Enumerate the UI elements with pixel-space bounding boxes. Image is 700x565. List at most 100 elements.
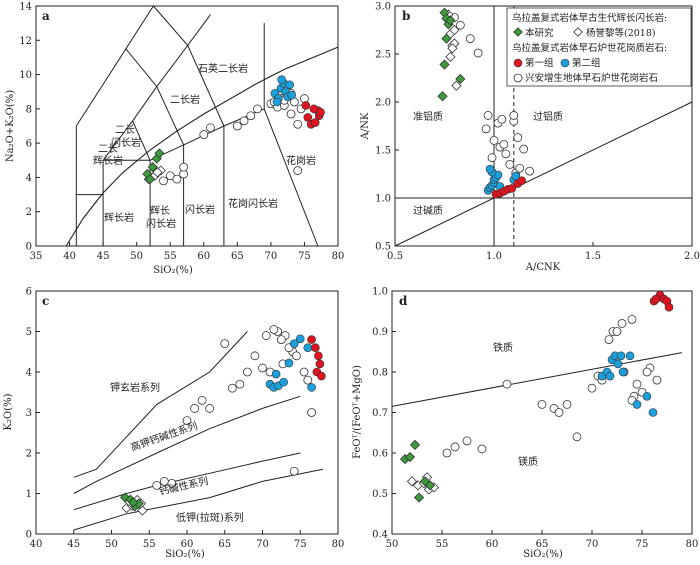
panel-c-point-group2: [303, 343, 313, 353]
panel-b-point-xingan: [465, 34, 475, 44]
panel-b-ytick-label: 3.0: [375, 2, 391, 13]
panel-d-point-group1: [651, 294, 661, 304]
panel-d-ylabel: FeOᵀ/(FeOᵀ+MgO): [352, 365, 363, 459]
panel-d-marks: [399, 290, 674, 503]
panel-b-point-xingan: [481, 124, 491, 134]
alkaline-subalkaline-curve: [65, 46, 339, 247]
panel-b-ytick-label: 1.0: [375, 194, 391, 205]
panel-b-ytick-label: 0.5: [375, 242, 391, 253]
panel-a-point-xingan: [253, 104, 262, 114]
panel-d-point-group2: [613, 359, 623, 369]
panel-d-frame: [391, 290, 693, 535]
field-monzonite: 二长岩: [170, 93, 200, 106]
panel-a-ytick-label: 4: [26, 173, 32, 184]
panel-a-xtick-label: 40: [63, 251, 76, 262]
panel-a-xtick-label: 50: [130, 251, 143, 262]
panel-c-ytick-label: 2: [26, 449, 32, 460]
panel-b-point-xingan: [497, 114, 507, 124]
panel-c-point-xingan: [307, 408, 316, 417]
panel-a-label: a: [42, 9, 50, 23]
field-gabbrodiorite-2: 闪长岩: [146, 217, 176, 230]
panel-d-point-xingan: [537, 399, 547, 409]
panel-d-xtick-label: 80: [686, 539, 699, 550]
panel-c-point-group2: [295, 334, 305, 344]
field-diorite: 闪长岩: [185, 203, 215, 216]
tas-boundary-line: [125, 48, 185, 246]
panel-b-point-ben: [437, 91, 448, 102]
panel-d-xlabel: SiO₂(%): [523, 549, 563, 560]
panel-b-point-xingan: [473, 48, 483, 58]
panel-d: 50 55 60 65 70 75 80 0.4 0.5 0.6 0.7 0.8 0.9 1.0 d 铁质…: [352, 287, 698, 561]
panel-c-point-xingan: [289, 466, 299, 476]
panel-b-ticks: 0.5 1.0 1.5 2.0 0.5 1.0 1.5 2.0 2.5 3.0: [375, 2, 700, 263]
panel-b-point-yang: [449, 24, 460, 36]
legend-ben-marker: [513, 27, 523, 37]
field-quartz-monzonite: 石英二长岩: [198, 62, 248, 75]
panel-c-point-xingan: [250, 351, 260, 361]
panel-a-ytick-label: 2: [26, 207, 32, 218]
panel-c-point-xingan: [261, 331, 271, 340]
field-high-k-calc-alkaline: 高钾钙碱性系列: [129, 419, 199, 454]
panel-c-xtick-label: 75: [294, 539, 307, 550]
field-metaluminous: 准铝质: [413, 111, 443, 123]
panel-c-point-xingan: [227, 383, 237, 393]
panel-d-point-xingan: [652, 375, 662, 385]
field-monzodiorite-2: 闪长岩: [111, 136, 141, 149]
panel-d-point-xingan: [627, 314, 637, 324]
panel-b-frame: [394, 5, 693, 247]
panel-c-xtick-label: 70: [256, 539, 269, 550]
panel-a-point-xingan: [159, 176, 168, 186]
panel-c-xtick-label: 60: [181, 539, 194, 550]
panel-c-xtick-label: 45: [67, 539, 80, 550]
panel-a-point-xingan: [293, 166, 303, 175]
low-k-boundary: [73, 468, 323, 531]
panel-a-point-group2: [272, 97, 282, 107]
panel-b-point-group1: [517, 176, 527, 186]
panel-d-point-ben: [424, 480, 436, 491]
panel-a-xlabel: SiO₂(%): [153, 265, 193, 276]
panel-d-point-xingan: [587, 383, 597, 393]
panel-b: 0.5 1.0 1.5 2.0 0.5 1.0 1.5 2.0 2.5 3.0 b 准铝质 过铝质…: [360, 2, 700, 274]
panel-b-ylabel: A/NK: [360, 112, 371, 140]
panel-d-ytick-label: 0.4: [372, 530, 388, 541]
panel-a-ytick-label: 6: [26, 139, 32, 150]
panel-b-ytick-label: 2.5: [375, 50, 391, 61]
panel-a-tas-field-lines: [65, 5, 339, 247]
tas-boundary-line: [75, 5, 154, 195]
panel-a-ytick-label: 8: [26, 104, 32, 115]
equal-ratio-line: [394, 101, 693, 247]
calc-alkaline-boundary: [73, 452, 301, 511]
panel-d-ytick-label: 0.6: [372, 449, 388, 460]
panel-a-point-xingan: [286, 109, 296, 119]
high-k-boundary: [73, 395, 301, 494]
panel-d-point-group1: [664, 302, 674, 312]
panel-d-point-xingan: [477, 444, 487, 454]
field-monzogabbro-1: 二长: [98, 143, 118, 155]
panel-d-point-yang: [406, 476, 418, 487]
panel-b-xtick-label: 1.0: [486, 251, 502, 262]
tas-boundary-line: [132, 120, 151, 246]
panel-d-point-group2: [648, 408, 658, 417]
panel-b-point-group1: [507, 184, 517, 193]
panel-b-point-xingan: [509, 111, 519, 120]
panel-c-label: c: [42, 294, 49, 308]
panel-a-point-group1: [309, 104, 319, 114]
panel-a-point-xingan: [232, 121, 242, 131]
panel-b-point-yang: [447, 43, 458, 54]
panel-a-point-ben: [147, 162, 158, 173]
tas-boundary-line: [75, 194, 104, 246]
panel-d-point-xingan: [617, 318, 627, 328]
panel-c-xtick-label: 40: [30, 539, 43, 550]
panel-b-point-xingan: [519, 144, 529, 154]
panel-a-point-group1: [303, 113, 313, 122]
shoshonite-boundary: [73, 331, 248, 478]
panel-c-point-group2: [271, 369, 281, 379]
panel-a-ylabel: Na₂O+K₂O(%): [5, 90, 16, 162]
panel-b-point-ben: [441, 33, 452, 44]
field-gabbrodiorite-1: 辉长: [150, 205, 170, 217]
panel-c-xlabel: SiO₂(%): [165, 549, 205, 560]
panel-c-point-group2: [307, 383, 316, 392]
